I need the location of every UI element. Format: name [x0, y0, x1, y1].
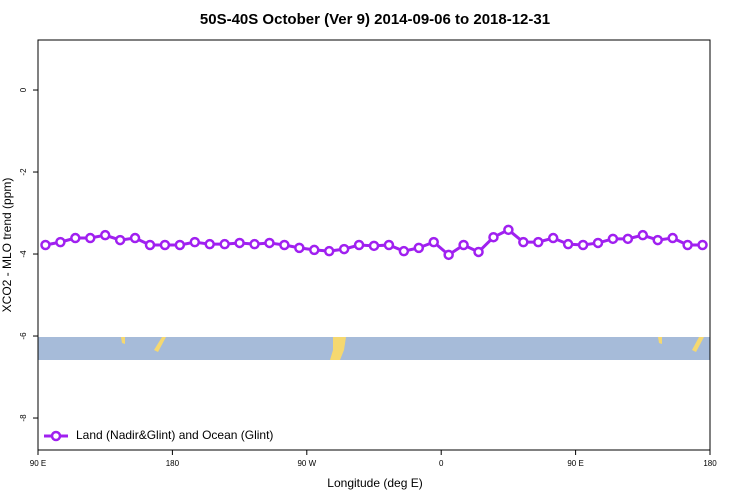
point [219, 238, 230, 250]
x-tick-label: 90 E [30, 459, 46, 468]
land-patch [154, 337, 166, 352]
point [428, 236, 439, 248]
point [488, 231, 499, 243]
legend-label: Land (Nadir&Glint) and Ocean (Glint) [76, 428, 273, 442]
point [562, 238, 574, 250]
point [174, 239, 186, 251]
y-tick-label: -6 [19, 332, 28, 340]
point [279, 239, 290, 251]
point [577, 239, 589, 251]
point [607, 233, 619, 245]
x-tick-label: 180 [166, 459, 180, 468]
point [547, 232, 559, 244]
point [353, 239, 365, 251]
point [637, 229, 649, 241]
y-axis-label: XCO2 - MLO trend (ppm) [0, 178, 14, 313]
x-axis-label: Longitude (deg E) [327, 476, 422, 490]
land-ocean-band [38, 337, 710, 360]
point [144, 239, 156, 251]
point [159, 239, 171, 251]
legend-marker [50, 430, 62, 442]
point [697, 239, 708, 251]
point [458, 239, 469, 251]
point [55, 236, 66, 248]
point [368, 240, 380, 252]
point [323, 245, 335, 257]
land-patch [121, 337, 125, 344]
point [413, 242, 425, 254]
land-patch [658, 337, 662, 344]
x-tick-label: 0 [439, 459, 444, 468]
point [40, 239, 51, 251]
point [114, 234, 126, 246]
point [234, 237, 245, 249]
point [189, 236, 201, 248]
x-tick-label: 90 E [567, 459, 583, 468]
point [99, 229, 111, 241]
point [129, 232, 141, 244]
x-tick-label: 90 W [297, 459, 316, 468]
point [592, 237, 604, 249]
point [622, 233, 634, 245]
land-patch [330, 337, 346, 360]
point [264, 237, 275, 249]
point [518, 236, 529, 248]
point [249, 238, 260, 250]
y-tick-label: -2 [19, 168, 28, 176]
plot-frame [37, 39, 711, 451]
point [70, 232, 81, 244]
ocean-band [38, 337, 710, 360]
point [204, 238, 215, 250]
point [294, 242, 305, 254]
y-tick-label: 0 [19, 87, 28, 92]
x-tick-label: 180 [703, 459, 717, 468]
point [503, 224, 514, 236]
point [443, 249, 454, 261]
point [473, 246, 484, 258]
y-tick-label: -4 [19, 250, 28, 258]
point [309, 244, 320, 256]
point [338, 243, 350, 255]
point [682, 239, 693, 251]
point [652, 234, 663, 246]
point [667, 232, 678, 244]
point [533, 236, 544, 248]
land-patch [692, 337, 704, 352]
chart-title: 50S-40S October (Ver 9) 2014-09-06 to 20… [200, 11, 550, 28]
y-tick-label: -8 [19, 414, 28, 422]
point [398, 245, 410, 257]
point [383, 239, 395, 251]
point [85, 232, 96, 244]
